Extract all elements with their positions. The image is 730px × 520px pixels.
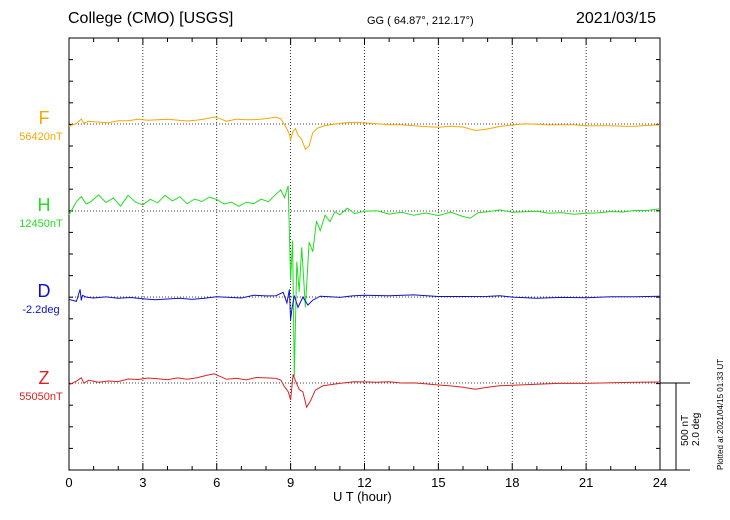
series-line-z — [68, 373, 661, 409]
baseline-label-h: 12450nT — [19, 218, 63, 230]
component-label-d: D — [37, 281, 51, 301]
x-tick-label: 12 — [357, 475, 371, 490]
x-axis-label: U T (hour) — [333, 489, 392, 504]
plot-date: 2021/03/15 — [576, 10, 657, 27]
x-tick-label: 15 — [431, 475, 445, 490]
series-line-d — [68, 289, 661, 320]
x-tick-label: 21 — [579, 475, 593, 490]
x-tick-label: 24 — [653, 475, 667, 490]
x-tick-label: 3 — [139, 475, 146, 490]
component-label-f: F — [38, 108, 50, 128]
scale-nt-label: 500 nT — [680, 414, 691, 446]
series-line-f — [68, 116, 661, 151]
plotted-timestamp: Plotted at 2021/04/15 01:33 UT — [716, 358, 725, 470]
scale-deg-label: 2.0 deg — [691, 412, 702, 446]
baseline-label-f: 56420nT — [19, 131, 63, 143]
baseline-label-d: -2.2deg — [22, 304, 60, 316]
x-tick-label: 0 — [65, 475, 72, 490]
x-tick-label: 9 — [287, 475, 294, 490]
x-tick-label: 6 — [213, 475, 220, 490]
component-label-h: H — [37, 195, 51, 215]
component-label-z: Z — [38, 368, 50, 388]
series-line-h — [68, 185, 661, 377]
station-title: College (CMO) [USGS] — [68, 10, 234, 27]
baseline-label-z: 55050nT — [19, 391, 63, 403]
x-tick-label: 18 — [505, 475, 519, 490]
station-coordinates: GG ( 64.87°, 212.17°) — [367, 15, 474, 27]
